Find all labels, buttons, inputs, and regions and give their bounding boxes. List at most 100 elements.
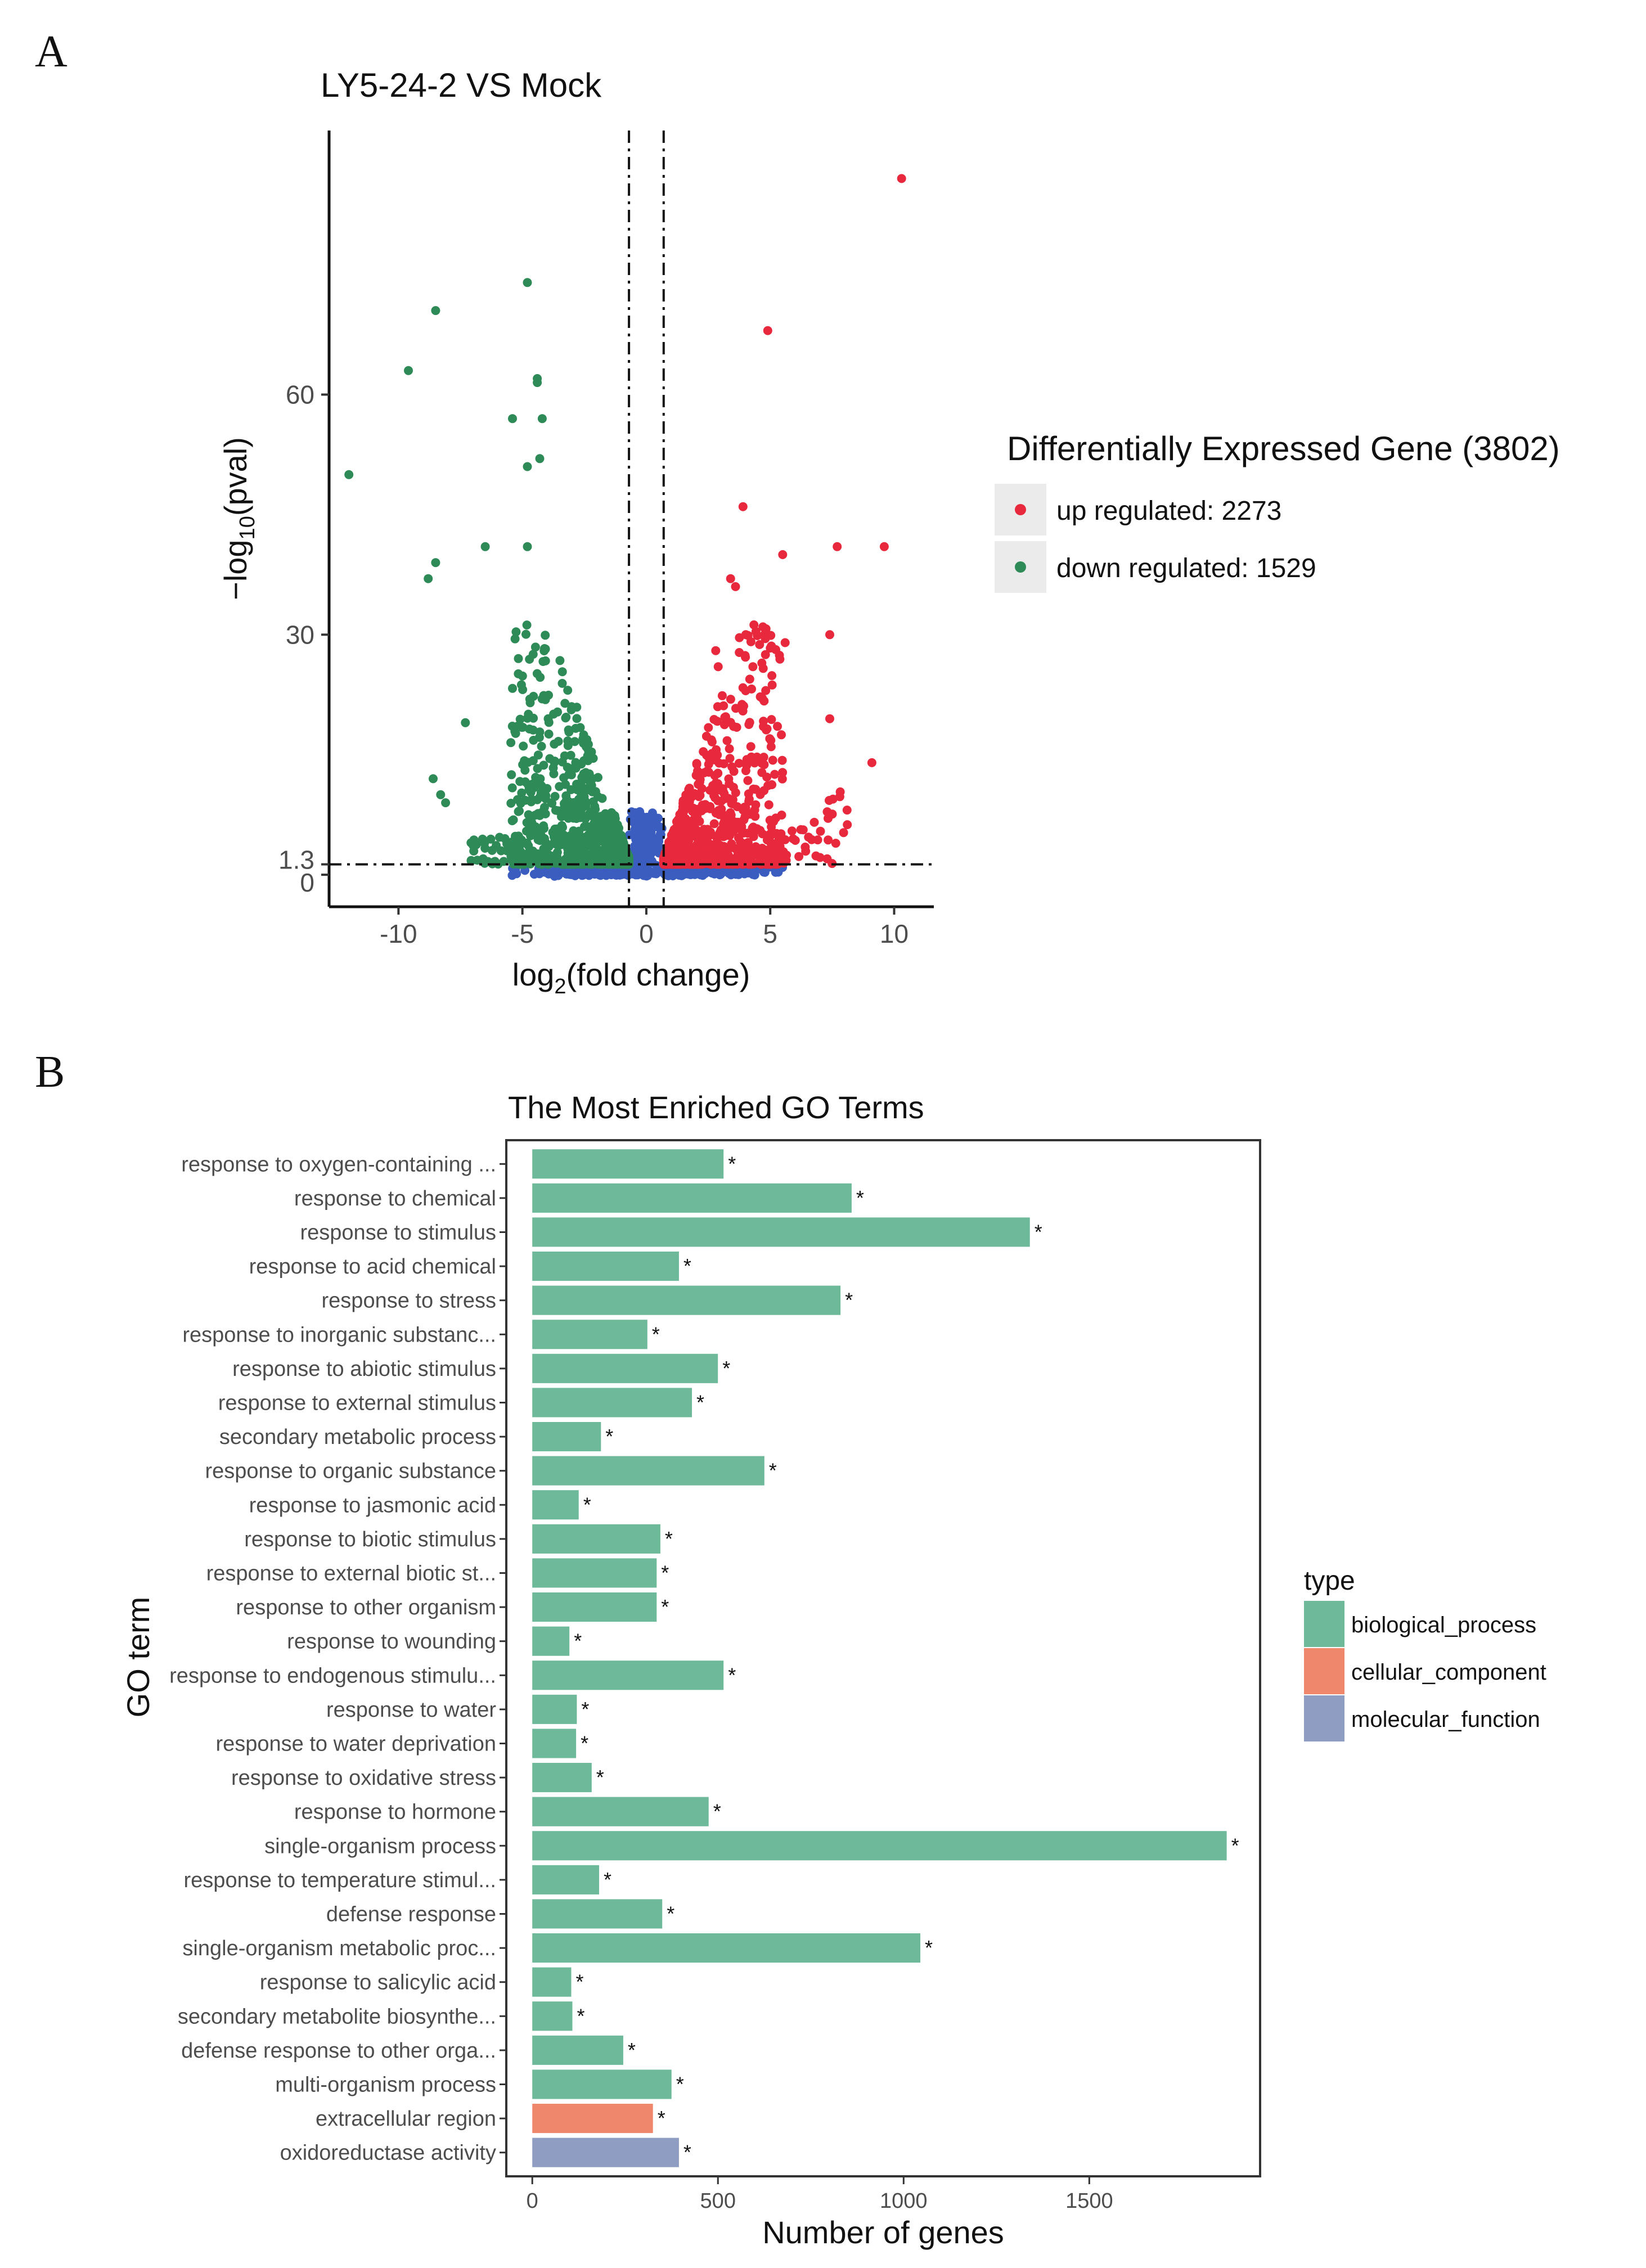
down-gene-point (590, 802, 600, 811)
down-gene-point (514, 654, 523, 663)
down-gene-point (506, 738, 516, 748)
bar-response-to-jasmonic-acid (532, 1490, 579, 1520)
up-gene-point (752, 824, 762, 834)
down-gene-point (564, 813, 573, 823)
up-gene-point (778, 768, 788, 777)
bar-secondary-metabolic-process (532, 1422, 601, 1452)
go-title: The Most Enriched GO Terms (508, 1090, 924, 1125)
x-tick-label: 1000 (880, 2189, 928, 2213)
down-gene-point (547, 798, 556, 808)
down-gene-point (534, 859, 544, 868)
go-term-label: response to other organism (236, 1596, 496, 1619)
down-gene-point (478, 834, 487, 844)
ns-gene-point (598, 870, 607, 879)
up-gene-point (713, 768, 722, 778)
legend-swatch-molecular-function (1304, 1695, 1344, 1742)
go-term-label: single-organism metabolic proc... (182, 1937, 496, 1960)
up-gene-point (770, 770, 780, 779)
up-gene-point (759, 760, 769, 770)
significance-star: * (652, 1322, 660, 1346)
volcano-legend: Differentially Expressed Gene (3802) up … (995, 430, 1560, 593)
down-gene-point (564, 725, 573, 735)
up-gene-point (721, 712, 730, 722)
x-tick-label: -5 (511, 919, 534, 948)
up-gene-point (684, 822, 694, 832)
up-gene-point (739, 806, 748, 815)
significance-star: * (581, 1732, 588, 1755)
down-gene-point (461, 718, 470, 727)
up-gene-point (750, 812, 760, 821)
up-gene-point (686, 847, 696, 857)
down-gene-point (558, 822, 567, 832)
down-gene-point (431, 558, 440, 568)
up-gene-point (719, 759, 728, 768)
down-gene-point (591, 812, 601, 822)
significance-star: * (683, 1254, 691, 1277)
up-gene-point (761, 686, 771, 695)
down-gene-point (539, 691, 548, 700)
bar-response-to-chemical (532, 1183, 852, 1213)
down-gene-point (525, 655, 534, 664)
up-gene-point (752, 752, 762, 762)
up-gene-point (771, 854, 781, 864)
volcano-legend-title: Differentially Expressed Gene (3802) (1007, 430, 1560, 467)
bar-response-to-other-organism (532, 1592, 657, 1622)
up-gene-point (668, 833, 677, 843)
up-gene-point (839, 828, 848, 838)
up-gene-point (794, 852, 804, 861)
go-term-label: response to chemical (294, 1187, 496, 1210)
up-gene-point (763, 781, 773, 790)
bar-response-to-external-stimulus (532, 1388, 692, 1418)
y-tick-label: 1.3 (278, 845, 314, 875)
significance-star: * (658, 2107, 665, 2130)
down-gene-point (530, 642, 540, 652)
up-gene-point (763, 326, 772, 335)
significance-star: * (728, 1152, 736, 1175)
down-gene-point (527, 795, 537, 804)
significance-star: * (769, 1459, 777, 1482)
up-gene-point (767, 822, 776, 831)
go-term-label: extracellular region (316, 2107, 496, 2131)
up-gene-point (745, 844, 755, 853)
up-gene-point (735, 633, 744, 642)
up-gene-point (724, 794, 734, 803)
ns-gene-point (635, 868, 644, 878)
down-gene-point (507, 783, 517, 793)
up-gene-point (764, 800, 773, 809)
down-gene-point (592, 830, 601, 840)
ns-gene-point (550, 871, 559, 881)
up-gene-point (713, 662, 723, 672)
down-gene-point (572, 854, 581, 864)
significance-star: * (1231, 1834, 1239, 1857)
significance-star: * (665, 1527, 673, 1550)
down-gene-point (564, 770, 574, 779)
up-gene-point (736, 837, 745, 847)
ns-gene-point (760, 867, 770, 877)
y-tick-label: 30 (286, 620, 314, 649)
down-gene-point (557, 678, 567, 688)
down-gene-point (523, 542, 532, 551)
bar-oxidoreductase-activity (532, 2138, 679, 2167)
up-gene-point (692, 812, 702, 821)
up-gene-point (738, 502, 748, 511)
up-gene-point (715, 828, 725, 838)
ns-gene-point (611, 870, 620, 880)
volcano-points (344, 174, 906, 881)
down-gene-point (537, 414, 547, 424)
down-gene-point (586, 825, 595, 835)
up-gene-point (727, 762, 737, 772)
up-gene-point (777, 755, 787, 765)
go-term-label: response to acid chemical (249, 1255, 496, 1279)
ns-gene-point (647, 808, 657, 818)
significance-star: * (581, 1698, 589, 1721)
up-gene-point (835, 792, 844, 802)
down-gene-point (500, 834, 510, 843)
bar-response-to-water-deprivation (532, 1729, 577, 1758)
up-gene-point (716, 785, 725, 795)
significance-star: * (713, 1800, 721, 1823)
down-gene-point (529, 736, 538, 745)
up-gene-point (746, 742, 755, 752)
significance-star: * (856, 1186, 864, 1209)
bar-response-to-salicylic-acid (532, 1967, 572, 1997)
